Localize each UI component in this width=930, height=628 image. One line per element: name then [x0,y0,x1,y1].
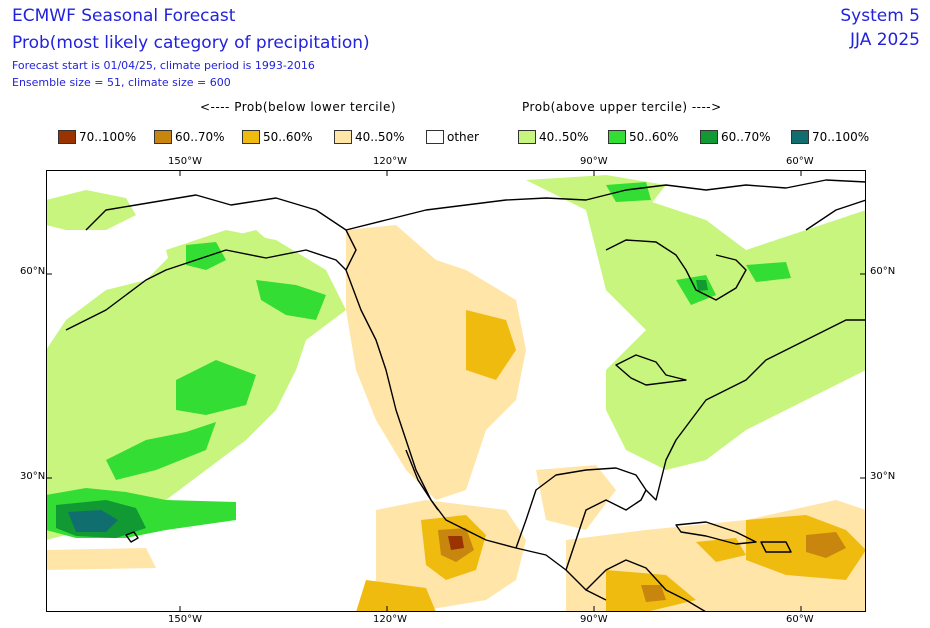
forecast-map [46,170,866,612]
map-frame [46,170,866,612]
shade-below-70-100 [448,536,464,550]
coastline-cuba [675,521,757,545]
lon-label-top: 60°W [786,156,814,167]
shade-above-50-60 [256,280,326,320]
legend-label: 60..70% [721,130,771,144]
legend-swatch [791,130,809,144]
shade-above-50-60 [176,360,256,415]
shade-above-50-60 [746,262,791,282]
legend-label: 50..60% [629,130,679,144]
coastline-hispaniola [760,541,792,553]
legend-item-other: other [426,128,479,146]
shade-above-50-60 [606,182,651,202]
legend-label: 60..70% [175,130,225,144]
lat-label-right: 60°N [870,266,896,277]
legend-label: 50..60% [263,130,313,144]
legend-item-below-60-70: 60..70% [154,128,225,146]
legend-swatch [334,130,352,144]
coastline-east [645,319,866,501]
shade-above-40-50 [46,190,136,230]
page-title: ECMWF Seasonal Forecast [12,6,236,26]
shade-below-40-50 [536,465,616,530]
shade-above-50-60 [106,422,216,480]
coastline-baja [405,449,439,511]
legend-swatch [154,130,172,144]
legend-label: other [447,130,479,144]
legend-label: 40..50% [355,130,405,144]
coastline-great-lakes [615,354,687,386]
legend-label: 70..100% [79,130,137,144]
legend-item-below-40-50: 40..50% [334,128,405,146]
coastline-hawaii [125,531,139,543]
legend-label: 70..100% [812,130,870,144]
map-subtitle: Prob(most likely category of precipitati… [12,33,370,53]
above-tercile-label: Prob(above upper tercile) ----> [522,100,722,114]
coastline-arctic [345,179,866,231]
shade-below-50-60 [466,310,516,380]
legend-item-below-50-60: 50..60% [242,128,313,146]
probability-shading [46,175,866,612]
lon-label-bottom: 120°W [373,614,407,625]
legend-swatch [700,130,718,144]
legend-label: 40..50% [539,130,589,144]
lon-label-bottom: 90°W [580,614,608,625]
lat-label-left: 30°N [20,471,46,482]
ensemble-size-info: Ensemble size = 51, climate size = 600 [12,76,231,89]
lon-label-bottom: 150°W [168,614,202,625]
lon-label-bottom: 60°W [786,614,814,625]
shade-below-40-50 [46,548,156,570]
coastline-central-america [585,559,707,612]
lon-label-top: 120°W [373,156,407,167]
season-label: JJA 2025 [849,30,920,50]
lon-label-top: 150°W [168,156,202,167]
coastlines [65,179,866,612]
legend-swatch [426,130,444,144]
coastline-west [65,194,357,331]
legend-item-above-50-60: 50..60% [608,128,679,146]
legend-swatch [242,130,260,144]
legend-swatch [518,130,536,144]
below-tercile-label: <---- Prob(below lower tercile) [200,100,397,114]
coastline-greenland [805,199,866,231]
shade-below-60-70 [641,585,666,602]
shade-below-50-60 [356,580,436,612]
legend-item-above-40-50: 40..50% [518,128,589,146]
forecast-start-info: Forecast start is 01/04/25, climate peri… [12,59,315,72]
legend-item-below-70-100: 70..100% [58,128,136,146]
coastline-hudson-bay [605,239,747,301]
shade-below-60-70 [806,532,846,558]
shade-below-40-50 [346,225,526,500]
shade-above-60-70 [696,280,708,291]
legend-item-above-70-100: 70..100% [791,128,869,146]
coastline-gulf [515,467,647,571]
coastline-pacific [345,269,607,601]
system-label: System 5 [840,6,920,26]
shade-above-40-50 [586,200,866,470]
lat-label-left: 60°N [20,266,46,277]
lon-label-top: 90°W [580,156,608,167]
legend-swatch [608,130,626,144]
shade-above-70-100 [68,510,118,532]
lat-label-right: 30°N [870,471,896,482]
legend-item-above-60-70: 60..70% [700,128,771,146]
legend-swatch [58,130,76,144]
